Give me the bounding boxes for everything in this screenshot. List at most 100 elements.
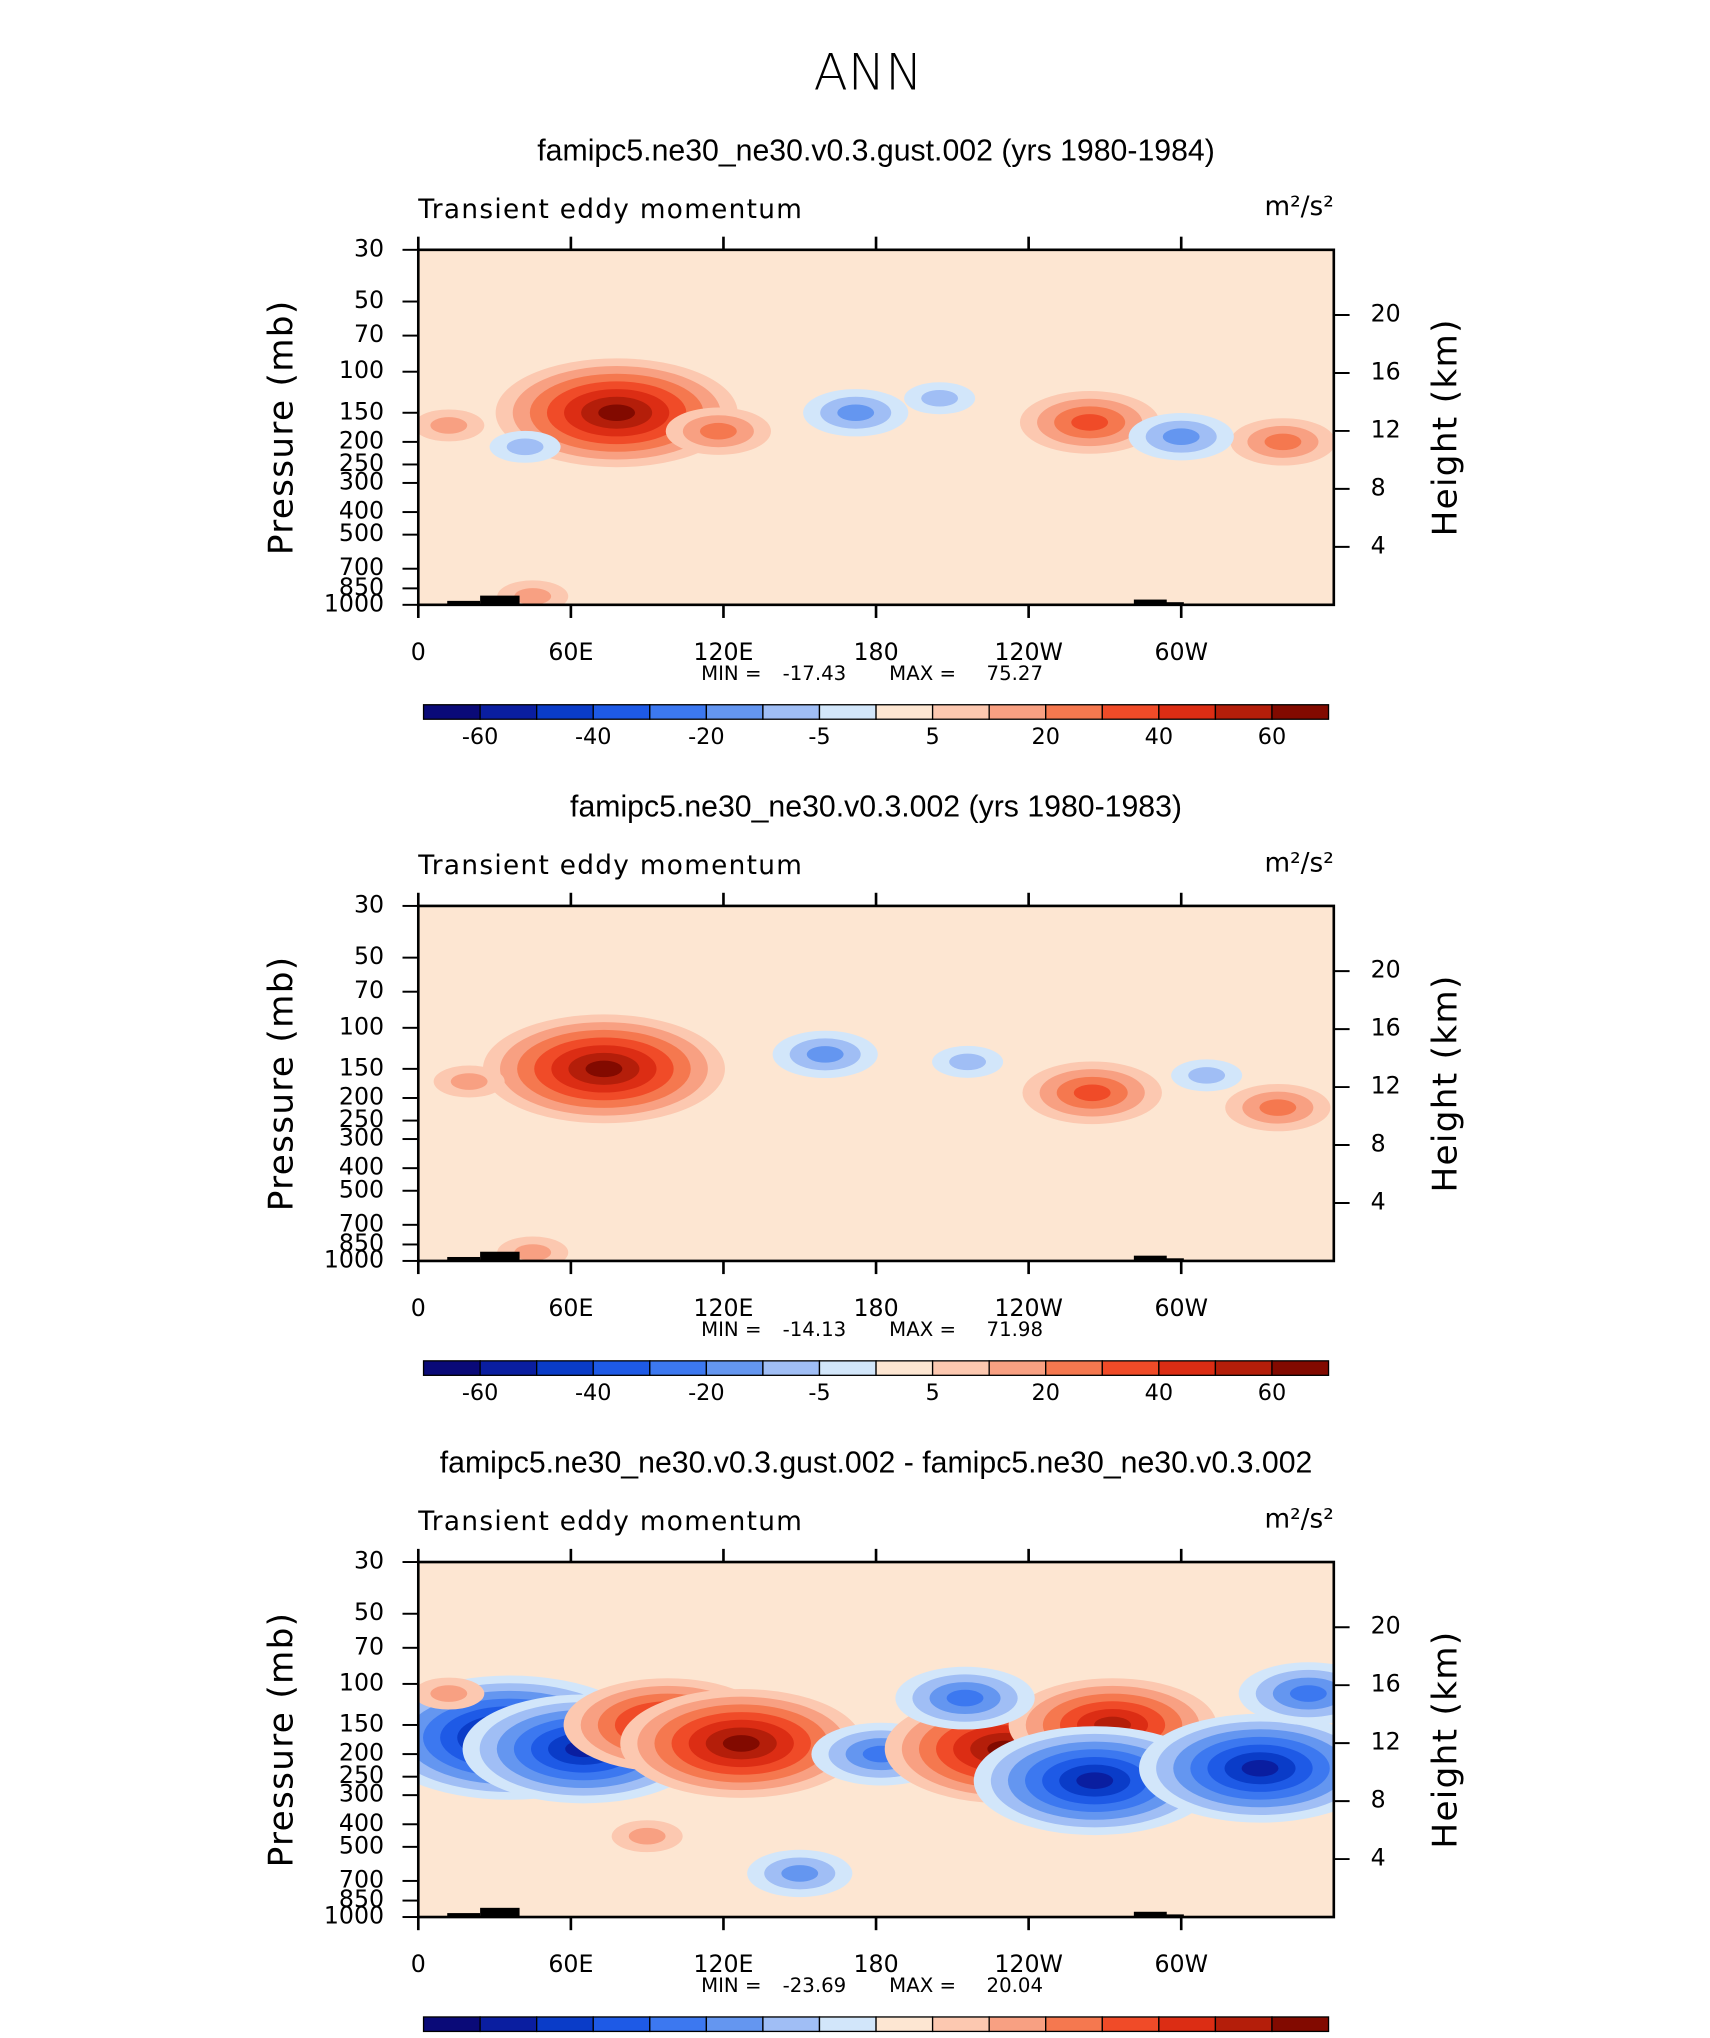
colorbar-box bbox=[649, 1360, 708, 1376]
colorbar-label: -60 bbox=[462, 1380, 499, 1406]
contour-region bbox=[722, 1735, 760, 1752]
y-axis-label: Pressure (mb) bbox=[261, 956, 301, 1212]
colorbar-box bbox=[1271, 704, 1330, 720]
colorbar-box bbox=[422, 704, 481, 720]
colorbar-box bbox=[1045, 704, 1103, 720]
panel-title: famipc5.ne30_ne30.v0.3.gust.002 - famipc… bbox=[440, 1447, 1313, 1480]
colorbar-box bbox=[762, 2016, 821, 2033]
colorbar-box bbox=[762, 704, 821, 720]
min-value: -14.13 bbox=[783, 1318, 847, 1341]
colorbar-box bbox=[705, 1360, 764, 1376]
y-tick-label: 250 bbox=[339, 449, 384, 477]
contour-region bbox=[806, 1046, 844, 1063]
y-tick-label: 850 bbox=[339, 1885, 384, 1913]
contour-field bbox=[418, 905, 1334, 1261]
colorbar-label: 20 bbox=[1032, 724, 1060, 750]
colorbar-box bbox=[705, 704, 764, 720]
x-tick-label: 0 bbox=[411, 1294, 426, 1322]
y2-tick-label: 20 bbox=[1371, 300, 1401, 328]
colorbar-box bbox=[1101, 1360, 1160, 1376]
colorbar-box bbox=[818, 1360, 877, 1376]
y-tick-label: 30 bbox=[354, 234, 384, 262]
x-tick-label: 60W bbox=[1154, 1294, 1208, 1322]
y-tick-label: 1000 bbox=[324, 1902, 384, 1930]
left-label: Transient eddy momentum bbox=[417, 195, 803, 225]
left-label: Transient eddy momentum bbox=[417, 851, 803, 881]
x-tick-label: 0 bbox=[411, 1950, 426, 1978]
y-tick-label: 70 bbox=[354, 1632, 384, 1660]
colorbar-box bbox=[1101, 2016, 1160, 2033]
y2-tick-label: 16 bbox=[1371, 357, 1401, 385]
contour-region bbox=[1264, 433, 1302, 451]
min-label: MIN = bbox=[701, 1318, 761, 1341]
colorbar-label: -5 bbox=[808, 1380, 830, 1406]
y2-tick-label: 20 bbox=[1371, 1612, 1401, 1640]
y2-tick-label: 4 bbox=[1371, 1844, 1386, 1872]
y-tick-label: 400 bbox=[339, 1153, 384, 1181]
y-tick-label: 50 bbox=[354, 286, 384, 314]
x-tick-label: 60W bbox=[1154, 1950, 1208, 1978]
units-label: m²/s² bbox=[1265, 192, 1334, 222]
contour-region bbox=[1188, 1067, 1226, 1084]
contour-region bbox=[450, 1073, 488, 1090]
colorbar-box bbox=[479, 1360, 538, 1376]
colorbar-box bbox=[1214, 1360, 1273, 1376]
y-tick-label: 50 bbox=[354, 1598, 384, 1626]
y-axis-label: Pressure (mb) bbox=[261, 300, 301, 556]
units-label: m²/s² bbox=[1265, 848, 1334, 878]
colorbar-label: -1 bbox=[808, 2036, 830, 2038]
contour-region bbox=[837, 404, 875, 422]
colorbar-box bbox=[818, 2016, 877, 2033]
y-tick-label: 700 bbox=[339, 1865, 384, 1893]
x-tick-label: 120E bbox=[693, 1294, 753, 1322]
y-tick-label: 1000 bbox=[324, 1245, 384, 1273]
y-tick-label: 850 bbox=[339, 573, 384, 601]
colorbar-label: -40 bbox=[575, 724, 612, 750]
y-tick-label: 200 bbox=[339, 426, 384, 454]
contour-region bbox=[1259, 1099, 1297, 1116]
colorbar-label: 40 bbox=[1145, 1380, 1173, 1406]
x-tick-label: 120W bbox=[994, 1950, 1063, 1978]
colorbar-label: 5 bbox=[925, 724, 939, 750]
y2-tick-label: 4 bbox=[1371, 531, 1386, 559]
y2-tick-label: 8 bbox=[1371, 1786, 1386, 1814]
y-tick-label: 500 bbox=[339, 519, 384, 547]
y-tick-label: 300 bbox=[339, 467, 384, 495]
colorbar-box bbox=[592, 1360, 651, 1376]
x-tick-label: 120W bbox=[994, 638, 1063, 666]
colorbar-box bbox=[1158, 2016, 1217, 2033]
colorbar-label: 8 bbox=[1152, 2036, 1166, 2038]
y2-tick-label: 8 bbox=[1371, 473, 1386, 501]
colorbar-label: -2 bbox=[752, 2036, 774, 2038]
colorbar-box bbox=[931, 1360, 990, 1376]
x-tick-label: 60E bbox=[548, 1950, 593, 1978]
y-tick-label: 850 bbox=[339, 1229, 384, 1257]
contour-region bbox=[699, 422, 737, 440]
colorbar-label: 0 bbox=[869, 2036, 883, 2038]
contour-region bbox=[921, 389, 959, 407]
colorbar-label: -5 bbox=[808, 724, 830, 750]
contour-field bbox=[418, 249, 1334, 605]
min-value: -23.69 bbox=[783, 1974, 847, 1997]
y2-axis-label: Height (km) bbox=[1425, 974, 1465, 1192]
colorbar-label: 12 bbox=[1258, 2036, 1286, 2038]
y-tick-label: 50 bbox=[354, 942, 384, 970]
colorbar-box bbox=[1158, 1360, 1217, 1376]
y-tick-label: 30 bbox=[354, 890, 384, 918]
y-tick-label: 100 bbox=[339, 356, 384, 384]
colorbar-box bbox=[592, 704, 651, 720]
colorbar-box bbox=[536, 704, 594, 720]
max-label: MAX = bbox=[889, 662, 956, 685]
colorbar-box bbox=[875, 704, 934, 720]
colorbar-box bbox=[1271, 2016, 1330, 2033]
colorbar-box bbox=[479, 704, 538, 720]
y-tick-label: 700 bbox=[339, 1209, 384, 1237]
contour-field bbox=[418, 1562, 1334, 1918]
y-tick-label: 400 bbox=[339, 1809, 384, 1837]
y-tick-label: 30 bbox=[354, 1547, 384, 1575]
topography bbox=[447, 600, 481, 605]
y2-tick-label: 20 bbox=[1371, 956, 1401, 984]
panel-title: famipc5.ne30_ne30.v0.3.gust.002 (yrs 198… bbox=[537, 135, 1215, 168]
x-tick-label: 180 bbox=[853, 638, 898, 666]
